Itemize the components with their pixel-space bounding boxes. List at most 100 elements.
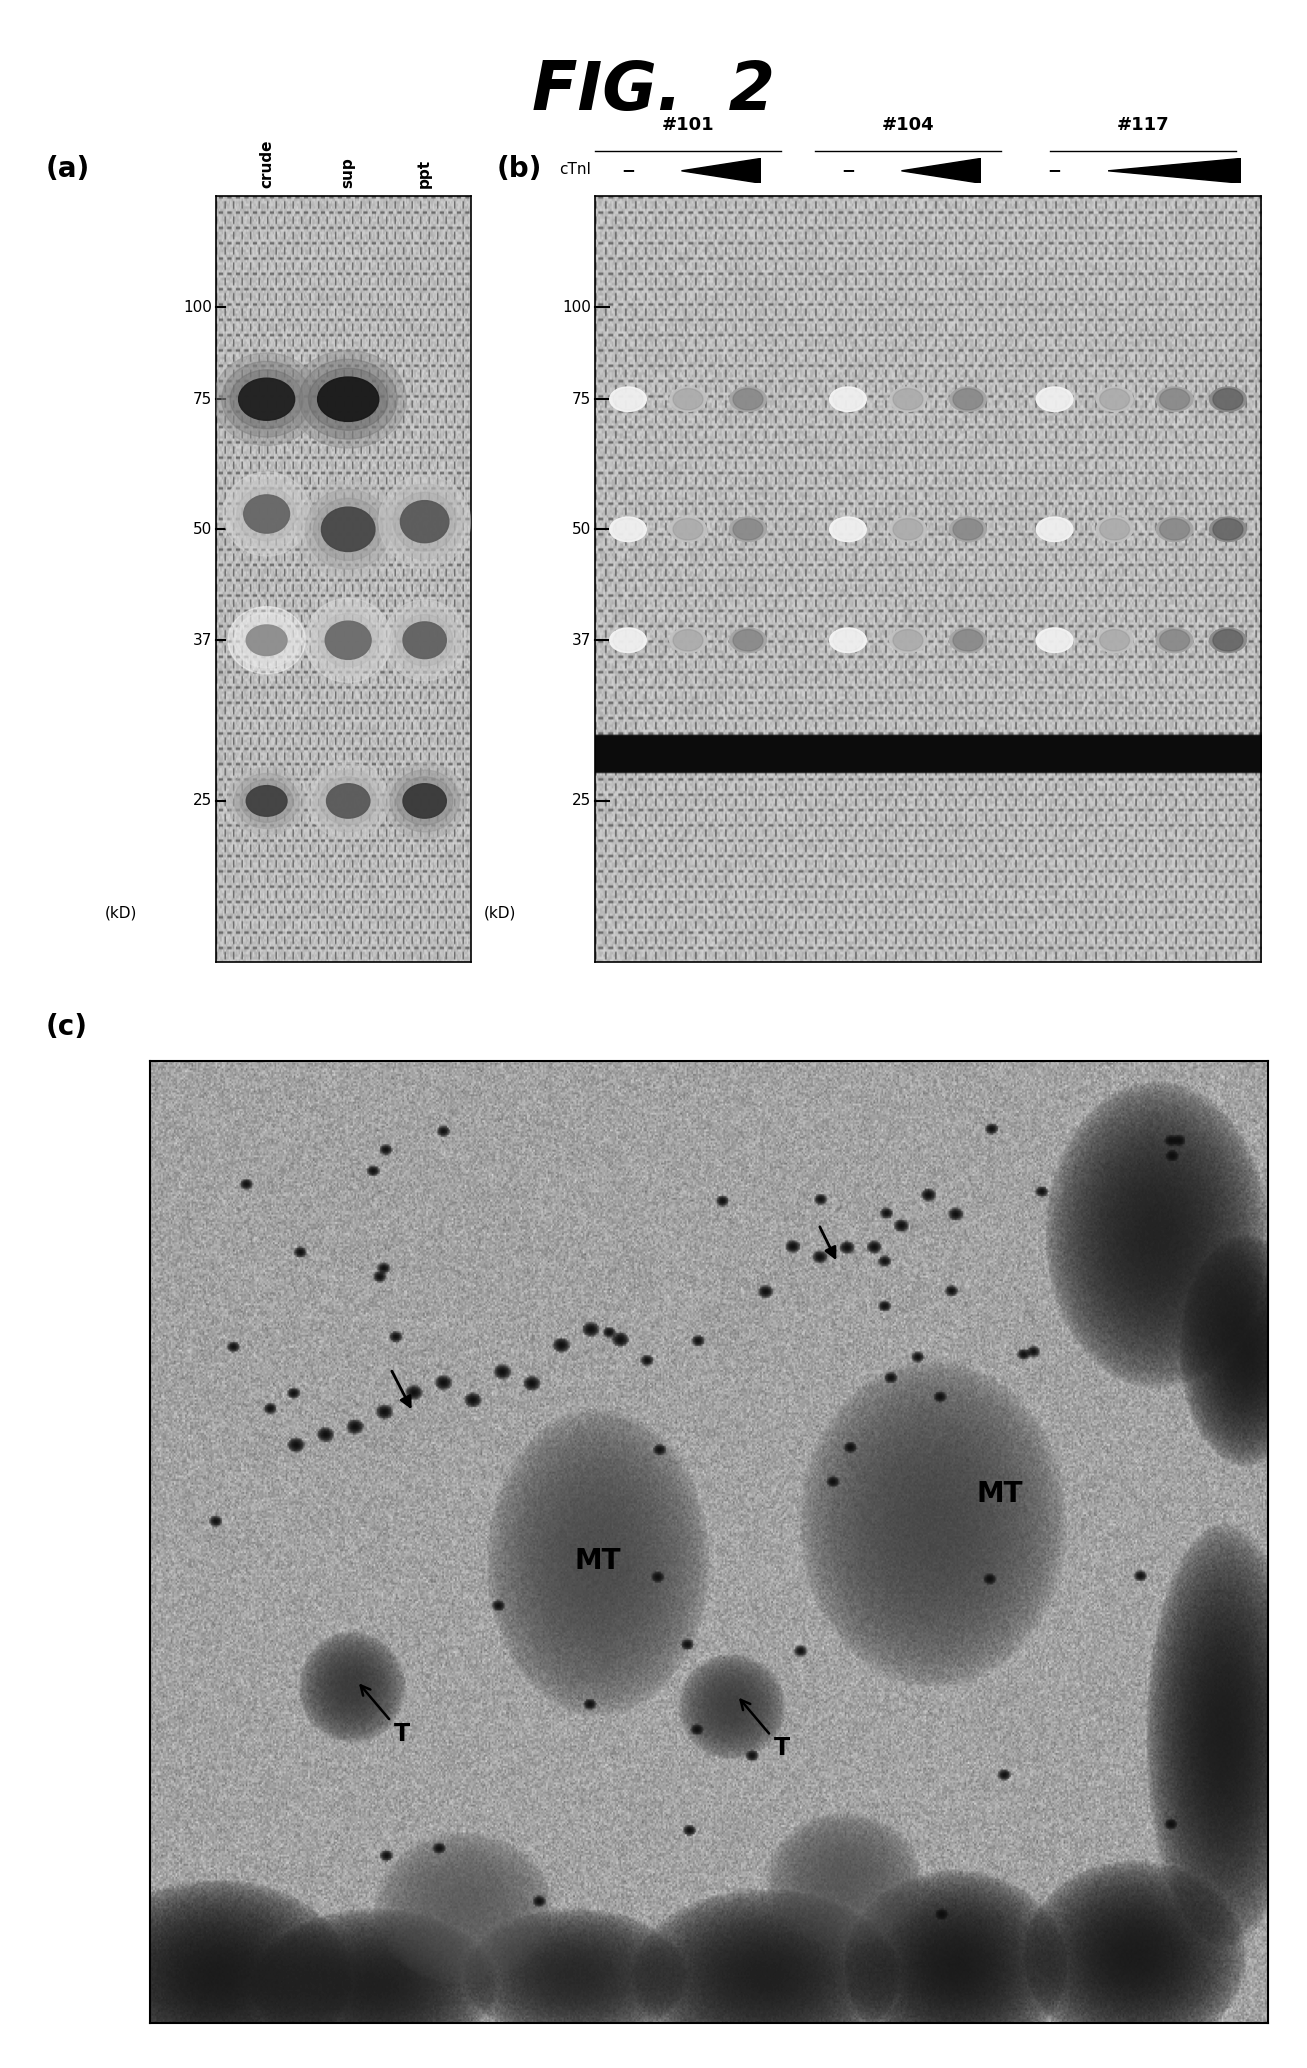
Text: −: − — [840, 161, 855, 178]
Ellipse shape — [953, 389, 983, 409]
Ellipse shape — [729, 629, 766, 653]
Ellipse shape — [1157, 387, 1193, 412]
Text: 75: 75 — [192, 391, 212, 407]
Ellipse shape — [234, 612, 299, 668]
Ellipse shape — [673, 629, 703, 651]
Text: 25: 25 — [192, 794, 212, 809]
Ellipse shape — [1097, 517, 1133, 542]
Ellipse shape — [893, 629, 923, 651]
Ellipse shape — [950, 387, 987, 412]
Text: sup: sup — [341, 157, 356, 188]
Text: 50: 50 — [571, 521, 591, 538]
Ellipse shape — [230, 480, 303, 548]
Ellipse shape — [290, 349, 406, 449]
Ellipse shape — [893, 519, 923, 540]
Ellipse shape — [311, 606, 384, 674]
Ellipse shape — [314, 498, 383, 560]
Ellipse shape — [299, 360, 397, 438]
Ellipse shape — [396, 778, 452, 825]
Ellipse shape — [403, 622, 446, 658]
Ellipse shape — [297, 480, 399, 579]
Ellipse shape — [733, 629, 763, 651]
Text: crude: crude — [259, 141, 274, 188]
Ellipse shape — [890, 387, 927, 412]
Text: cTnI: cTnI — [559, 161, 591, 178]
Ellipse shape — [227, 767, 306, 835]
Ellipse shape — [673, 519, 703, 540]
Ellipse shape — [327, 784, 370, 819]
Ellipse shape — [396, 614, 452, 666]
Ellipse shape — [953, 629, 983, 651]
Polygon shape — [681, 159, 761, 184]
Text: MT: MT — [574, 1547, 621, 1576]
Ellipse shape — [1159, 389, 1189, 409]
Text: (a): (a) — [46, 155, 90, 184]
Ellipse shape — [1097, 629, 1133, 653]
Text: FIG.  2: FIG. 2 — [532, 58, 775, 124]
Ellipse shape — [1039, 629, 1069, 651]
Ellipse shape — [890, 629, 927, 653]
Ellipse shape — [950, 629, 987, 653]
Ellipse shape — [305, 598, 392, 682]
Ellipse shape — [308, 368, 388, 430]
Text: 50: 50 — [192, 521, 212, 538]
Text: −: − — [1048, 161, 1061, 178]
Ellipse shape — [239, 378, 294, 420]
Ellipse shape — [1213, 519, 1243, 540]
Text: 100: 100 — [183, 300, 212, 314]
Text: (kD): (kD) — [105, 906, 137, 920]
Ellipse shape — [833, 519, 863, 540]
Ellipse shape — [1157, 517, 1193, 542]
Ellipse shape — [893, 389, 923, 409]
Ellipse shape — [669, 517, 706, 542]
Ellipse shape — [1099, 519, 1129, 540]
Ellipse shape — [1209, 387, 1247, 412]
Ellipse shape — [1039, 389, 1069, 409]
Ellipse shape — [383, 600, 465, 680]
Ellipse shape — [729, 517, 766, 542]
Ellipse shape — [953, 519, 983, 540]
Ellipse shape — [733, 519, 763, 540]
Ellipse shape — [243, 494, 290, 534]
Text: T: T — [741, 1700, 789, 1760]
Ellipse shape — [319, 614, 378, 668]
Ellipse shape — [383, 763, 465, 840]
Ellipse shape — [1213, 629, 1243, 651]
Ellipse shape — [230, 370, 303, 428]
Text: −: − — [621, 161, 635, 178]
Ellipse shape — [669, 387, 706, 412]
Ellipse shape — [389, 769, 459, 831]
Ellipse shape — [613, 519, 643, 540]
Ellipse shape — [950, 517, 987, 542]
Text: 25: 25 — [571, 794, 591, 809]
Ellipse shape — [222, 362, 311, 436]
Text: 100: 100 — [562, 300, 591, 314]
Ellipse shape — [609, 629, 647, 653]
Ellipse shape — [833, 629, 863, 651]
Ellipse shape — [320, 778, 376, 825]
Ellipse shape — [1209, 517, 1247, 542]
Ellipse shape — [673, 389, 703, 409]
Ellipse shape — [246, 786, 288, 817]
Text: #104: #104 — [882, 116, 935, 134]
Ellipse shape — [389, 608, 459, 674]
Ellipse shape — [1213, 389, 1243, 409]
Ellipse shape — [322, 507, 375, 552]
Ellipse shape — [379, 476, 471, 569]
Ellipse shape — [1036, 629, 1073, 653]
Ellipse shape — [240, 780, 293, 823]
Ellipse shape — [227, 606, 306, 674]
Ellipse shape — [234, 773, 299, 829]
Ellipse shape — [1157, 629, 1193, 653]
Ellipse shape — [1039, 519, 1069, 540]
Ellipse shape — [223, 472, 310, 556]
Ellipse shape — [830, 517, 867, 542]
Ellipse shape — [314, 769, 383, 831]
Ellipse shape — [1209, 629, 1247, 653]
Ellipse shape — [237, 488, 297, 542]
Text: T: T — [361, 1685, 410, 1745]
Ellipse shape — [403, 784, 446, 819]
Ellipse shape — [833, 389, 863, 409]
Polygon shape — [902, 159, 982, 184]
Ellipse shape — [1097, 387, 1133, 412]
